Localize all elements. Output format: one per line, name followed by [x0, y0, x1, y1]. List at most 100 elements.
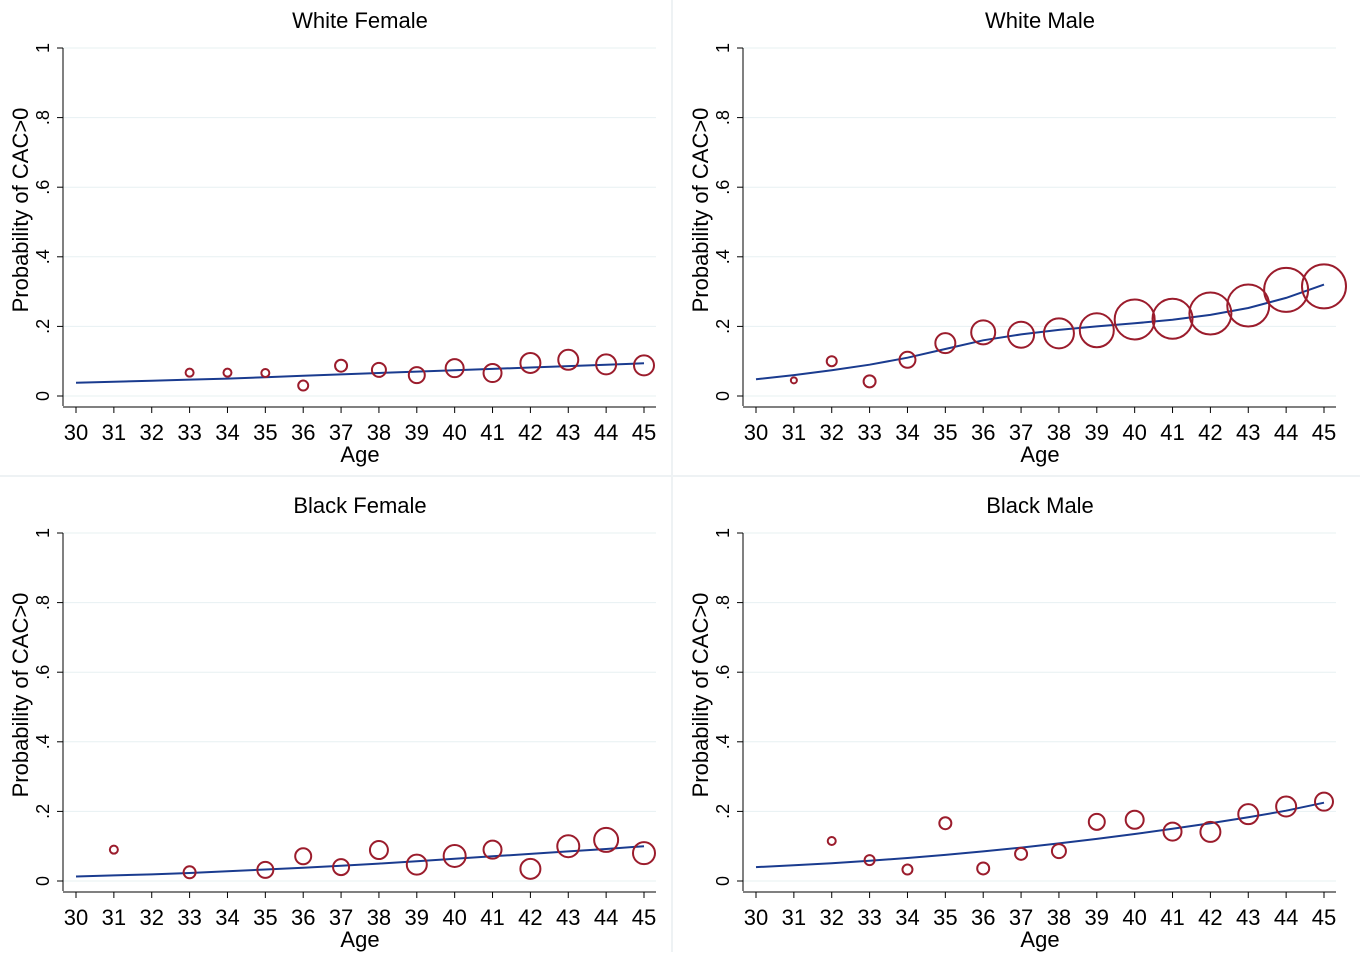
data-point — [184, 367, 195, 378]
data-point — [556, 834, 581, 859]
data-point — [789, 376, 798, 385]
x-tick-label: 44 — [1274, 420, 1298, 445]
x-tick-label: 30 — [744, 905, 768, 930]
y-tick-label: .8 — [713, 595, 733, 610]
y-tick-label: .4 — [33, 249, 53, 264]
data-point — [1113, 298, 1156, 341]
data-point — [862, 374, 877, 389]
chart-svg: 0 .2 .4 .6 .8 1 30 31 32 33 34 35 36 37 38 39 40 41 42 43 44… — [8, 528, 656, 952]
data-point — [557, 348, 580, 371]
y-tick-label: .6 — [713, 180, 733, 195]
data-point — [593, 826, 620, 853]
x-tick-label: 36 — [291, 420, 315, 445]
x-tick-label: 42 — [518, 905, 542, 930]
panel-title: White Female — [292, 8, 428, 33]
y-tick-label: .4 — [33, 734, 53, 749]
x-tick-label: 42 — [1198, 420, 1222, 445]
y-tick-label: 1 — [33, 43, 53, 53]
y-tick-label: .6 — [33, 665, 53, 680]
x-tick-label: 38 — [1047, 420, 1071, 445]
x-tick-label: 37 — [329, 420, 353, 445]
x-tick-label: 33 — [857, 905, 881, 930]
x-tick-label: 36 — [971, 905, 995, 930]
x-tick-label: 35 — [933, 420, 957, 445]
y-axis-label: Probability of CAC>0 — [688, 593, 713, 798]
x-tick-label: 41 — [1160, 905, 1184, 930]
panel-divider-horizontal — [0, 475, 1360, 477]
data-point — [368, 840, 389, 861]
data-point — [938, 816, 953, 831]
panel-title: Black Male — [986, 493, 1094, 518]
data-point — [407, 366, 426, 385]
x-tick-label: 34 — [895, 905, 919, 930]
data-point — [182, 865, 197, 880]
x-tick-label: 45 — [632, 905, 656, 930]
y-axis-label: Probability of CAC>0 — [8, 108, 33, 313]
y-tick-label: 1 — [33, 528, 53, 538]
x-tick-label: 31 — [782, 420, 806, 445]
panel-black-female: Black Female 0 .2 .4 .6 .8 1 30 31 32 33 34 35 36 37 3… — [0, 485, 680, 961]
data-point — [976, 861, 991, 876]
data-point — [826, 835, 837, 846]
data-point — [1087, 812, 1106, 831]
x-tick-label: 40 — [1122, 420, 1146, 445]
x-tick-label: 36 — [291, 905, 315, 930]
x-tick-label: 41 — [480, 420, 504, 445]
data-point — [1226, 283, 1271, 328]
x-tick-label: 38 — [367, 905, 391, 930]
data-point — [1042, 317, 1075, 350]
x-tick-label: 43 — [556, 420, 580, 445]
data-point — [1050, 843, 1067, 860]
x-tick-label: 45 — [632, 420, 656, 445]
data-point — [1199, 820, 1222, 843]
data-point — [442, 843, 467, 868]
chart-svg: 0 .2 .4 .6 .8 1 30 31 32 33 34 35 36 37 38 39 40 41 42 43 44… — [688, 528, 1336, 952]
panel-title: White Male — [984, 8, 1096, 33]
y-tick-label: .4 — [713, 734, 733, 749]
data-point — [1301, 263, 1347, 310]
data-point — [1007, 320, 1036, 349]
panel-divider-vertical — [671, 0, 673, 952]
x-tick-label: 33 — [177, 420, 201, 445]
data-point — [825, 355, 838, 368]
x-tick-label: 31 — [102, 420, 126, 445]
data-point — [898, 350, 917, 369]
x-tick-label: 37 — [329, 905, 353, 930]
data-point — [222, 367, 233, 378]
x-tick-label: 33 — [857, 420, 881, 445]
x-tick-label: 35 — [253, 420, 277, 445]
y-tick-label: .2 — [713, 319, 733, 334]
data-point — [108, 844, 119, 855]
data-point — [370, 361, 387, 378]
x-tick-label: 32 — [819, 905, 843, 930]
x-tick-label: 41 — [480, 905, 504, 930]
x-tick-label: 39 — [1085, 420, 1109, 445]
fitted-line — [755, 801, 1325, 869]
x-tick-label: 40 — [442, 905, 466, 930]
x-tick-label: 32 — [819, 420, 843, 445]
x-tick-label: 40 — [1122, 905, 1146, 930]
data-point — [863, 854, 876, 867]
fitted-line — [75, 362, 645, 384]
data-point — [1014, 846, 1029, 861]
data-point — [1124, 809, 1145, 830]
y-tick-label: .6 — [713, 665, 733, 680]
data-point — [1275, 795, 1298, 818]
x-tick-label: 30 — [744, 420, 768, 445]
y-axis-label: Probability of CAC>0 — [688, 108, 713, 313]
x-tick-label: 43 — [556, 905, 580, 930]
y-tick-label: .8 — [33, 110, 53, 125]
x-tick-label: 33 — [177, 905, 201, 930]
x-tick-label: 45 — [1312, 420, 1336, 445]
data-point — [595, 353, 618, 376]
data-point — [334, 358, 349, 373]
data-point — [1314, 791, 1334, 812]
x-tick-label: 38 — [367, 420, 391, 445]
x-tick-label: 43 — [1236, 420, 1260, 445]
x-tick-label: 35 — [253, 905, 277, 930]
data-point — [256, 860, 275, 879]
x-tick-label: 40 — [442, 420, 466, 445]
data-point — [633, 354, 655, 377]
data-point — [632, 841, 656, 866]
x-axis-label: Age — [1020, 442, 1059, 467]
